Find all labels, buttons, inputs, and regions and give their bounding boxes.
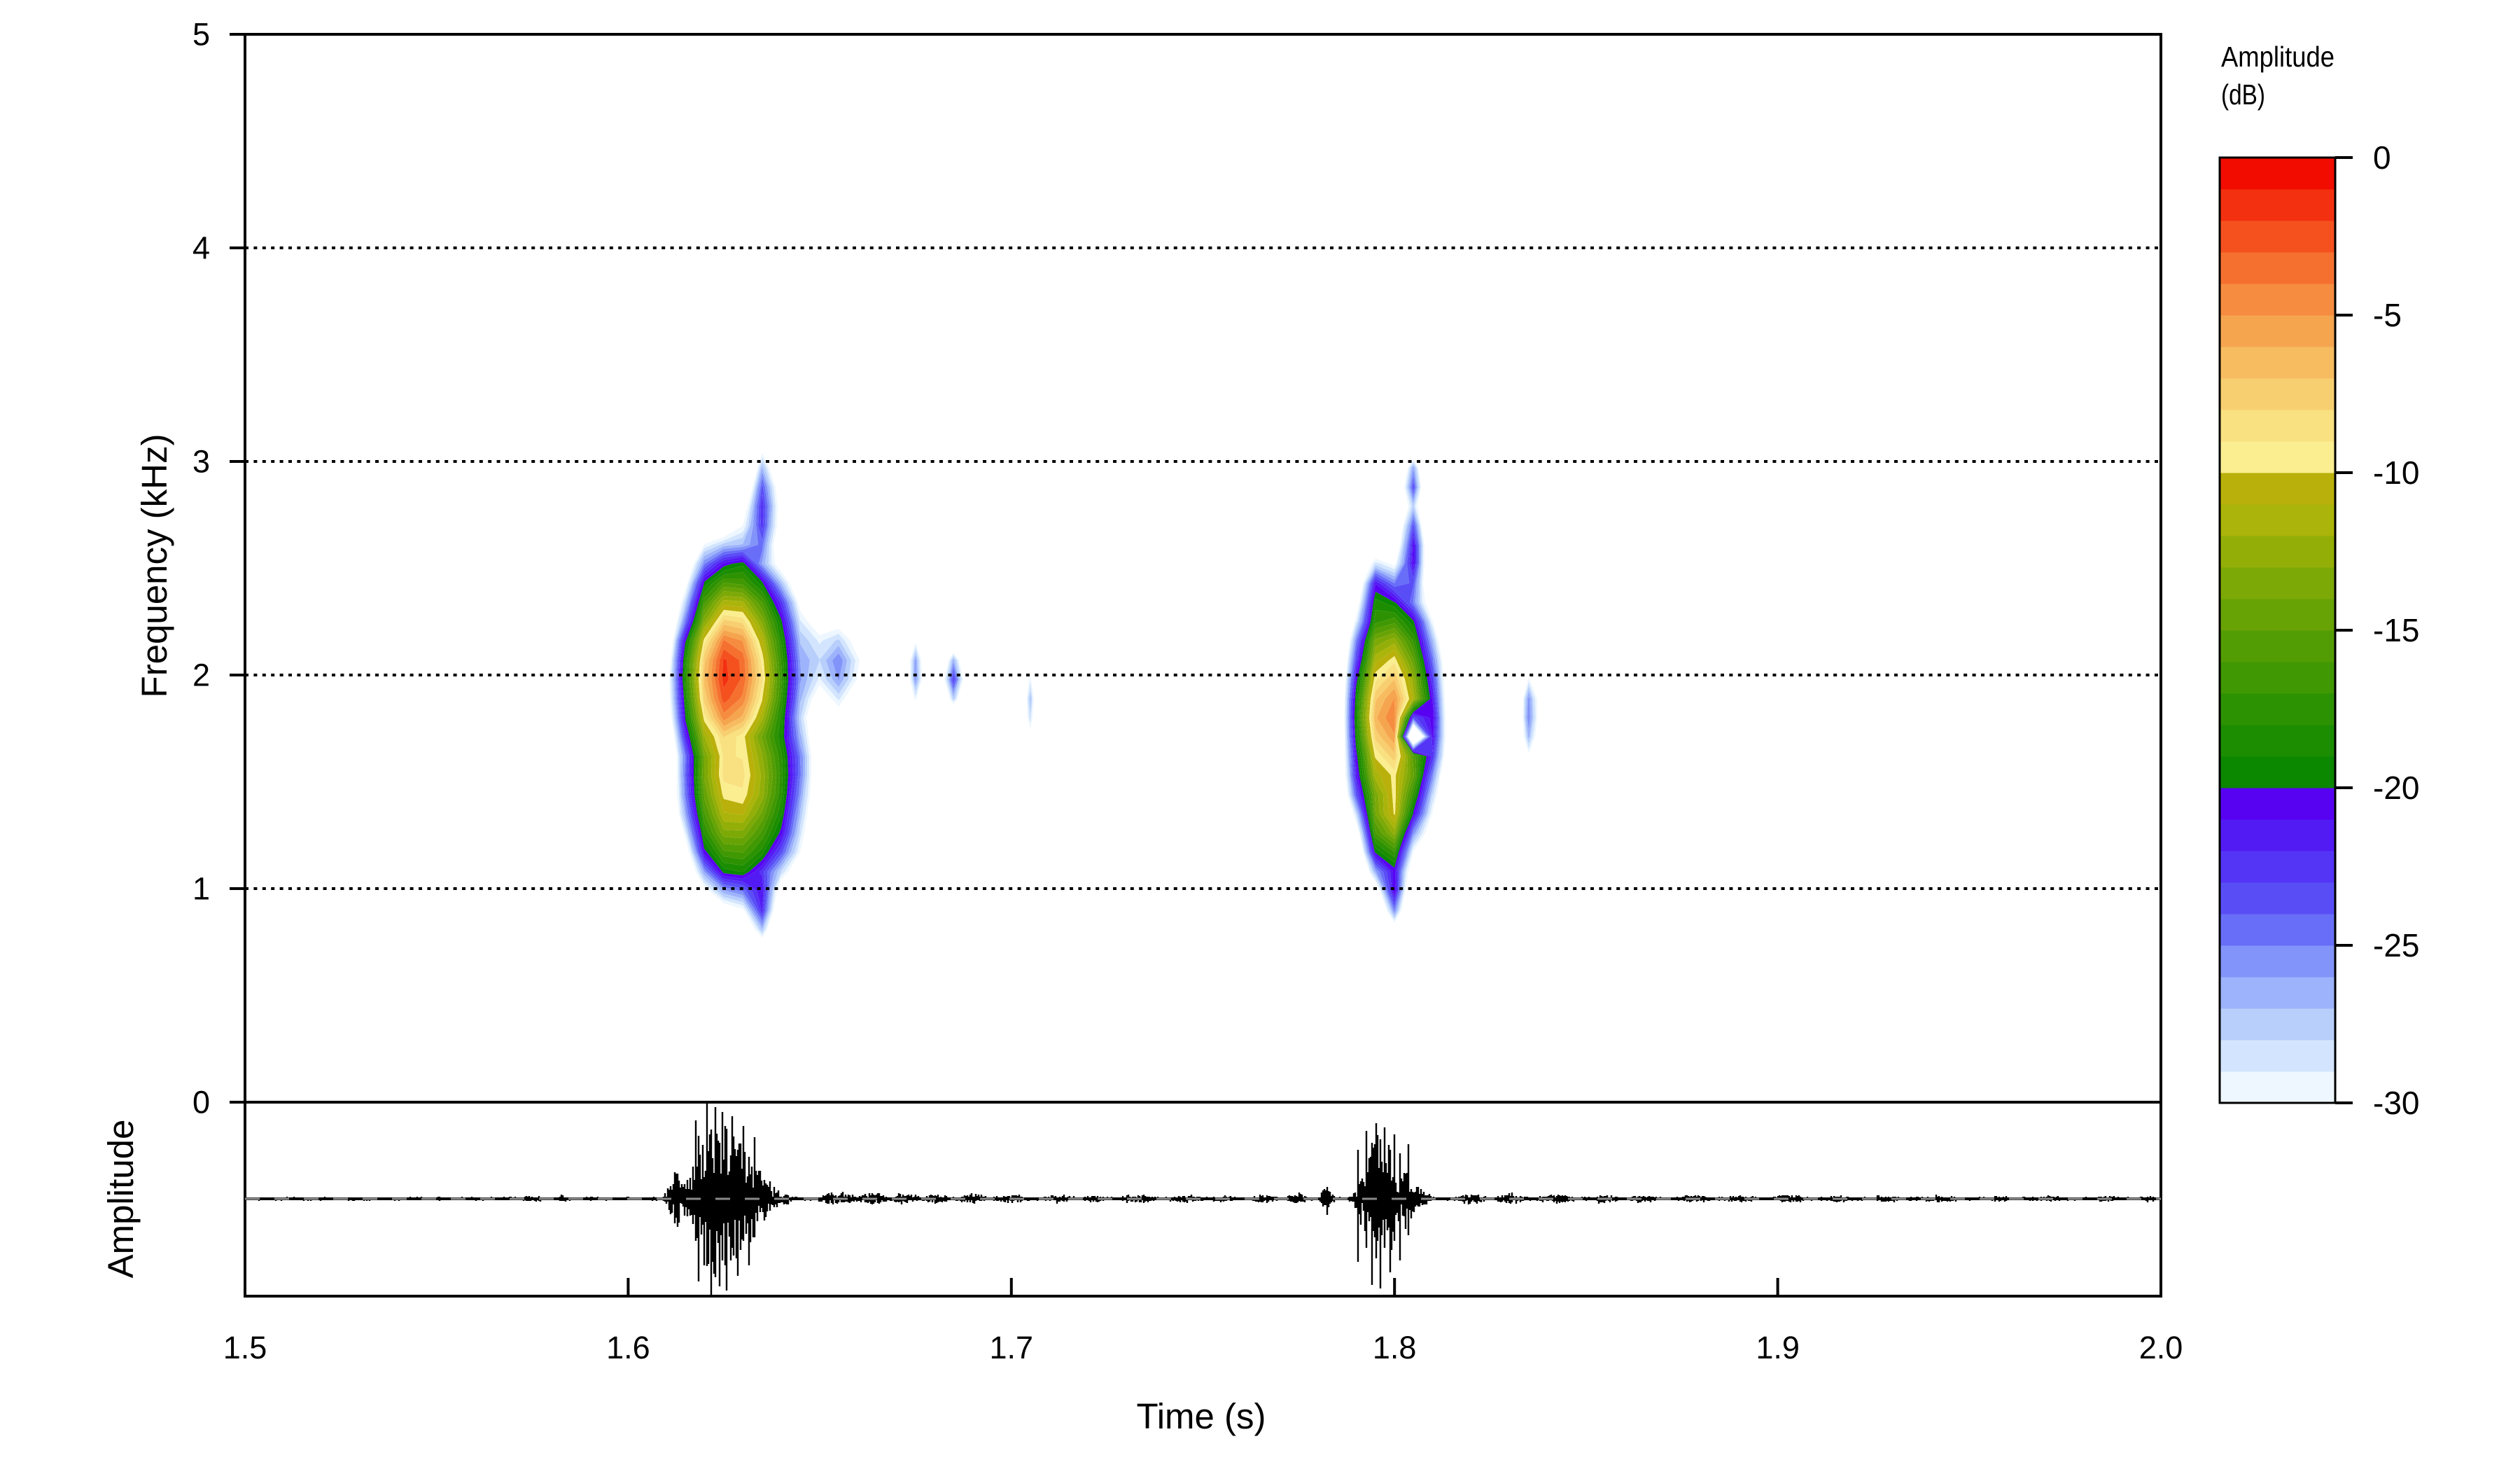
svg-text:Frequency (kHz): Frequency (kHz) [134, 434, 174, 698]
svg-text:-30: -30 [2373, 1085, 2419, 1121]
svg-text:1.8: 1.8 [1373, 1330, 1417, 1365]
svg-text:Time (s): Time (s) [1136, 1396, 1266, 1436]
svg-text:2: 2 [192, 658, 210, 693]
svg-text:-15: -15 [2373, 612, 2419, 648]
svg-text:-5: -5 [2373, 297, 2402, 333]
svg-text:3: 3 [192, 444, 210, 480]
svg-text:0: 0 [2373, 139, 2391, 176]
svg-text:1.5: 1.5 [223, 1330, 267, 1365]
svg-text:Amplitude: Amplitude [101, 1120, 141, 1279]
svg-text:2.0: 2.0 [2139, 1330, 2183, 1365]
svg-text:-20: -20 [2373, 770, 2419, 806]
svg-text:-10: -10 [2373, 454, 2419, 491]
svg-text:-25: -25 [2373, 927, 2419, 964]
svg-text:5: 5 [192, 17, 210, 53]
svg-text:1: 1 [192, 871, 210, 907]
svg-text:0: 0 [192, 1085, 210, 1120]
svg-text:1.6: 1.6 [606, 1330, 650, 1365]
svg-text:(dB): (dB) [2221, 78, 2265, 111]
svg-text:Amplitude: Amplitude [2221, 41, 2334, 73]
svg-text:1.7: 1.7 [990, 1330, 1034, 1365]
svg-text:4: 4 [192, 230, 210, 266]
svg-text:1.9: 1.9 [1756, 1330, 1800, 1365]
